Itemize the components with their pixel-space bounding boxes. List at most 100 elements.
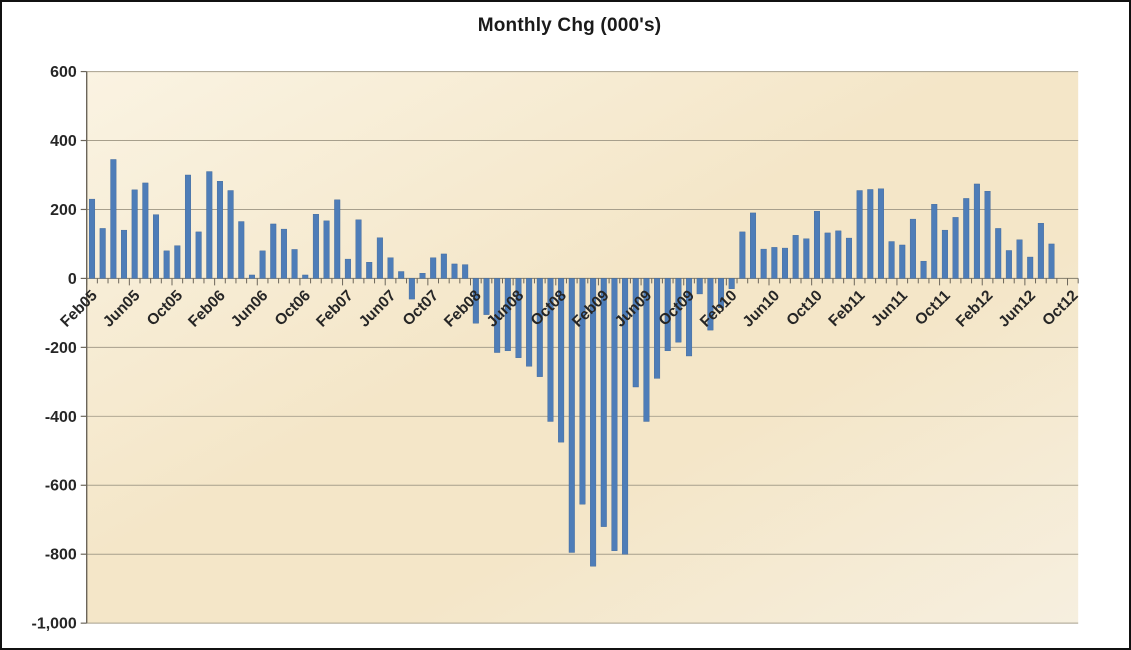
bar-Jun06 — [259, 250, 266, 279]
bar-Apr05 — [110, 159, 117, 279]
bar-Mar07 — [355, 219, 362, 279]
bar-Jun10 — [771, 247, 778, 279]
y-tick-label: -600 — [45, 478, 77, 495]
bar-Jul06 — [270, 223, 277, 279]
bar-Apr11 — [877, 188, 884, 279]
bar-Sep09 — [675, 278, 682, 343]
bar-Dec10 — [835, 230, 842, 279]
bar-Jul05 — [142, 182, 149, 279]
bar-Jul09 — [654, 278, 661, 379]
bar-May09 — [632, 278, 639, 388]
bar-Oct08 — [558, 278, 565, 443]
bar-Aug08 — [536, 278, 543, 377]
bar-Jul11 — [909, 218, 916, 279]
y-tick-label: 600 — [50, 64, 77, 81]
chart-title: Monthly Chg (000's) — [477, 15, 662, 36]
bar-Nov11 — [952, 217, 959, 279]
bar-Aug09 — [664, 278, 671, 352]
bar-Sep08 — [547, 278, 554, 422]
bar-Mar09 — [611, 278, 618, 551]
bar-Feb07 — [344, 258, 351, 279]
bar-Nov05 — [184, 174, 191, 279]
y-tick-label: -1,000 — [32, 616, 77, 633]
bar-Jan11 — [845, 237, 852, 279]
bar-May06 — [248, 274, 255, 279]
bar-Aug07 — [408, 278, 415, 300]
bar-Mar06 — [227, 190, 234, 279]
bar-Apr08 — [494, 278, 501, 353]
bar-Nov07 — [440, 253, 447, 279]
y-tick-label: -200 — [45, 340, 77, 357]
bar-Aug11 — [920, 260, 927, 279]
bar-Aug12 — [1048, 243, 1055, 279]
bar-Oct11 — [941, 229, 948, 279]
bar-Feb06 — [216, 180, 223, 279]
bar-Sep06 — [291, 249, 298, 279]
bar-Sep05 — [163, 250, 170, 279]
bar-Jun08 — [515, 278, 522, 358]
bar-Nov10 — [824, 232, 831, 279]
y-tick-label: -800 — [45, 547, 77, 564]
bar-Feb12 — [984, 190, 991, 279]
bar-Jan09 — [590, 278, 597, 567]
bar-Jul10 — [782, 247, 788, 279]
bar-May10 — [760, 248, 767, 279]
bar-Nov08 — [568, 278, 575, 553]
bar-Apr12 — [1005, 250, 1012, 279]
bar-Jan08 — [462, 264, 469, 279]
bar-May07 — [376, 237, 383, 279]
bar-Mar11 — [867, 189, 874, 279]
bar-Oct10 — [813, 210, 820, 279]
bar-May05 — [121, 229, 128, 279]
bar-Jan07 — [334, 199, 341, 279]
bar-Jun12 — [1027, 256, 1034, 279]
bar-Jun09 — [643, 278, 650, 422]
bar-Feb09 — [600, 278, 607, 527]
y-tick-label: 0 — [68, 271, 77, 288]
bar-Nov06 — [312, 214, 319, 279]
bar-Apr09 — [622, 278, 629, 555]
bar-Oct09 — [686, 278, 693, 357]
bar-Jun11 — [899, 244, 906, 279]
bar-Feb05 — [89, 198, 96, 279]
bar-Dec08 — [579, 278, 586, 505]
bar-May08 — [504, 278, 511, 352]
bar-Jul08 — [526, 278, 533, 367]
bar-Jun07 — [387, 257, 394, 279]
bar-Dec06 — [323, 220, 330, 279]
bar-Dec09 — [707, 278, 714, 331]
bar-Oct06 — [302, 274, 309, 279]
bar-Jan10 — [718, 278, 725, 308]
bar-Feb10 — [728, 278, 735, 289]
bar-May12 — [1016, 239, 1023, 279]
bar-Mar10 — [739, 231, 746, 279]
bar-Apr07 — [366, 262, 373, 279]
bar-Jul07 — [398, 271, 405, 279]
bar-Feb11 — [856, 190, 863, 279]
bar-Mar08 — [483, 278, 490, 315]
bar-Apr10 — [750, 212, 757, 279]
bar-Feb08 — [472, 278, 479, 324]
bar-Dec07 — [451, 263, 458, 279]
bar-Nov09 — [696, 278, 703, 295]
bar-Jan06 — [206, 171, 213, 279]
bar-Jan12 — [973, 183, 980, 279]
bar-Jun05 — [131, 189, 138, 279]
bar-Jul12 — [1037, 223, 1044, 279]
bar-Dec11 — [963, 198, 970, 279]
bar-Mar05 — [99, 228, 106, 279]
y-tick-label: -400 — [45, 409, 77, 426]
bar-Oct05 — [174, 245, 181, 279]
y-tick-label: 400 — [50, 133, 77, 150]
bar-Aug10 — [792, 235, 799, 279]
bar-Sep11 — [931, 204, 938, 279]
bar-Sep07 — [419, 273, 426, 279]
bar-Aug05 — [153, 214, 159, 279]
bar-May11 — [888, 241, 895, 279]
bar-Apr06 — [238, 221, 245, 279]
bar-Sep10 — [803, 238, 810, 279]
bar-Oct07 — [430, 257, 437, 279]
y-tick-label: 200 — [50, 202, 77, 219]
